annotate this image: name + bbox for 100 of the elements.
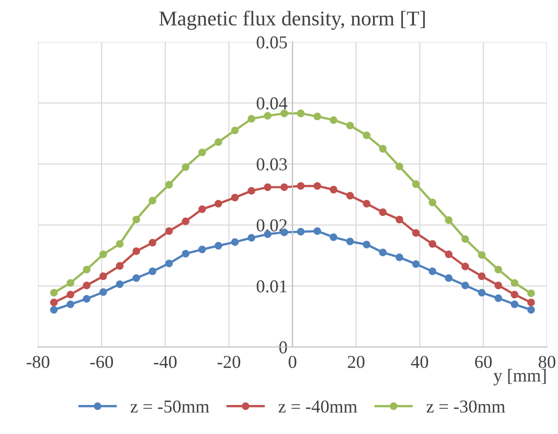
point (99, 250, 108, 258)
point (182, 163, 190, 171)
x-tick-label: 20 (348, 356, 364, 368)
point (132, 274, 140, 282)
y-tick-label: 0.03 (256, 158, 287, 171)
point (461, 282, 470, 290)
point (428, 240, 436, 248)
point (116, 262, 124, 270)
point (461, 235, 470, 243)
point (296, 182, 305, 190)
point (362, 132, 370, 140)
point (165, 227, 173, 235)
point (66, 300, 74, 308)
point (362, 200, 370, 208)
x-tick-label: 0 (288, 356, 296, 368)
point (412, 260, 420, 268)
point (444, 250, 453, 258)
point (148, 238, 156, 247)
point (313, 227, 322, 235)
point (296, 110, 305, 118)
point (214, 242, 222, 250)
point (50, 306, 58, 314)
point (428, 268, 436, 276)
point (66, 290, 74, 298)
point (132, 216, 140, 224)
legend-label: z = -30mm (426, 400, 506, 413)
point (165, 180, 173, 189)
point (148, 268, 156, 276)
point (330, 186, 338, 194)
y-tick-label: 0.01 (256, 280, 287, 293)
point (182, 218, 190, 226)
x-tick-label: 80 (538, 356, 556, 368)
point (264, 183, 272, 191)
point (527, 306, 535, 314)
point (214, 138, 222, 146)
point (478, 251, 486, 259)
point (264, 112, 272, 120)
point (280, 183, 288, 191)
point (248, 187, 256, 195)
point (412, 180, 420, 188)
x-tick-label: 60 (475, 356, 492, 368)
point (346, 192, 354, 200)
point (182, 250, 190, 258)
point (82, 266, 90, 274)
point (412, 229, 420, 237)
x-tick-label: -60 (90, 356, 113, 368)
point (330, 116, 338, 124)
point (396, 254, 404, 262)
point (116, 240, 124, 248)
point (82, 282, 90, 290)
point (280, 110, 288, 118)
point (82, 294, 90, 303)
point (444, 216, 453, 224)
point (494, 294, 502, 302)
point (214, 200, 222, 208)
point (132, 247, 140, 256)
point (428, 198, 436, 206)
point (165, 260, 173, 268)
x-axis-title: y [mm] (494, 368, 546, 386)
point (248, 234, 256, 242)
point (396, 162, 404, 170)
point (99, 288, 108, 296)
point (231, 126, 239, 134)
x-tick-label: 40 (411, 356, 428, 368)
point (198, 148, 206, 156)
point (231, 238, 239, 246)
point (50, 298, 58, 306)
point (379, 144, 387, 153)
point (478, 272, 486, 280)
point (494, 266, 502, 274)
y-tick-label: 0.05 (256, 36, 287, 49)
point (116, 280, 124, 288)
point (527, 298, 535, 306)
point (99, 272, 108, 280)
chart-title: Magnetic flux density, norm [T] (159, 10, 425, 30)
point (461, 262, 470, 270)
point (494, 282, 502, 290)
x-tick-label: -40 (154, 356, 177, 368)
point (379, 248, 387, 256)
point (444, 274, 453, 282)
point (346, 238, 354, 246)
legend-label: z = -50mm (130, 400, 210, 413)
point (313, 112, 322, 120)
x-tick-label: -20 (218, 356, 240, 368)
point (248, 115, 256, 123)
x-tick-label: -80 (26, 356, 50, 368)
point (50, 288, 58, 297)
legend-label: z = -40mm (278, 400, 358, 413)
point (362, 240, 370, 248)
point (346, 122, 354, 130)
point (148, 196, 156, 204)
point (379, 208, 387, 216)
point (231, 194, 239, 202)
point (313, 182, 322, 190)
point (396, 216, 404, 224)
point (66, 279, 74, 287)
y-tick-label: 0.04 (256, 97, 288, 110)
point (510, 290, 518, 298)
point (198, 246, 206, 254)
point (478, 288, 486, 297)
